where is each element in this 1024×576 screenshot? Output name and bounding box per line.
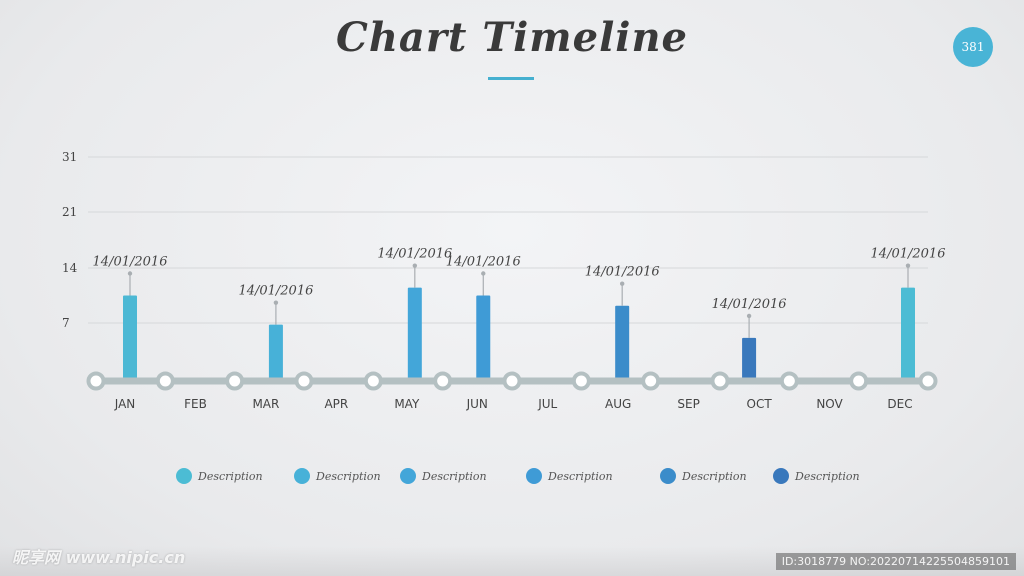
timeline-node — [86, 371, 106, 391]
bar-jan — [123, 295, 137, 381]
page-title: Chart Timeline — [336, 14, 688, 61]
bar-oct — [742, 337, 757, 381]
data-label: 14/01/2016 — [585, 265, 660, 280]
legend-swatch — [526, 468, 542, 484]
legend-swatch — [294, 468, 310, 484]
data-label: 14/01/2016 — [712, 297, 787, 312]
legend-swatch — [773, 468, 789, 484]
x-tick-label-jan: JAN — [114, 397, 136, 411]
y-tick-label: 31 — [62, 150, 77, 164]
x-tick-label-mar: MAR — [252, 397, 279, 411]
bar-leader-dot — [619, 281, 625, 286]
data-label: 14/01/2016 — [871, 247, 946, 262]
data-label: 14/01/2016 — [238, 284, 313, 299]
data-label: 14/01/2016 — [446, 255, 521, 270]
bar-leader-dot — [746, 313, 752, 319]
legend-label: Description — [682, 469, 747, 483]
legend-item: Description — [176, 468, 263, 484]
bar-aug — [615, 305, 630, 381]
legend: Description Description Description Descrip… — [0, 468, 1024, 490]
legend-item: Description — [660, 468, 747, 484]
legend-label: Description — [198, 469, 263, 483]
timeline-node — [363, 371, 383, 391]
title-underline — [488, 77, 534, 80]
x-tick-label-jul: JUL — [537, 397, 557, 411]
timeline-chart: 312114714/01/201614/01/201614/01/201614/… — [62, 150, 946, 411]
bar-leader-dot — [273, 300, 279, 305]
bar-jun — [476, 295, 491, 381]
y-tick-label: 21 — [62, 205, 77, 219]
bar-dec — [901, 287, 915, 381]
legend-item: Description — [526, 468, 613, 484]
x-tick-label-feb: FEB — [184, 397, 207, 411]
bar-mar — [268, 324, 283, 381]
bar-leader-dot — [127, 271, 133, 276]
x-tick-label-oct: OCT — [747, 397, 773, 411]
legend-item: Description — [400, 468, 487, 484]
legend-label: Description — [795, 469, 860, 483]
timeline-node — [918, 371, 938, 391]
timeline-node — [710, 371, 730, 391]
bar-may — [407, 287, 422, 381]
x-tick-label-sep: SEP — [677, 397, 699, 411]
legend-label: Description — [422, 469, 487, 483]
legend-swatch — [660, 468, 676, 484]
x-tick-label-apr: APR — [324, 397, 348, 411]
timeline-node — [779, 371, 799, 391]
timeline-node — [155, 371, 175, 391]
timeline-node — [433, 371, 453, 391]
x-tick-label-dec: DEC — [887, 397, 912, 411]
x-tick-label-jun: JUN — [466, 397, 488, 411]
bar-leader-dot — [905, 263, 911, 268]
legend-item: Description — [294, 468, 381, 484]
data-label: 14/01/2016 — [93, 255, 168, 270]
timeline-node — [571, 371, 591, 391]
timeline-node — [294, 371, 314, 391]
x-tick-label-may: MAY — [394, 397, 420, 411]
legend-swatch — [400, 468, 416, 484]
page-number-badge: 381 — [953, 27, 993, 67]
bar-leader-dot — [412, 263, 418, 268]
watermark-site: 昵享网 www.nipic.cn — [12, 548, 186, 567]
x-tick-label-nov: NOV — [816, 397, 843, 411]
x-tick-label-aug: AUG — [605, 397, 631, 411]
y-tick-label: 7 — [62, 316, 70, 330]
legend-label: Description — [316, 469, 381, 483]
timeline-node — [502, 371, 522, 391]
bar-leader-dot — [481, 271, 486, 276]
timeline-node — [225, 371, 245, 391]
legend-swatch — [176, 468, 192, 484]
y-tick-label: 14 — [62, 261, 78, 275]
timeline-node — [641, 371, 661, 391]
watermark-id: ID:3018779 NO:20220714225504859101 — [775, 553, 1016, 570]
legend-label: Description — [548, 469, 613, 483]
timeline-node — [849, 371, 869, 391]
legend-item: Description — [773, 468, 860, 484]
data-label: 14/01/2016 — [377, 247, 452, 262]
